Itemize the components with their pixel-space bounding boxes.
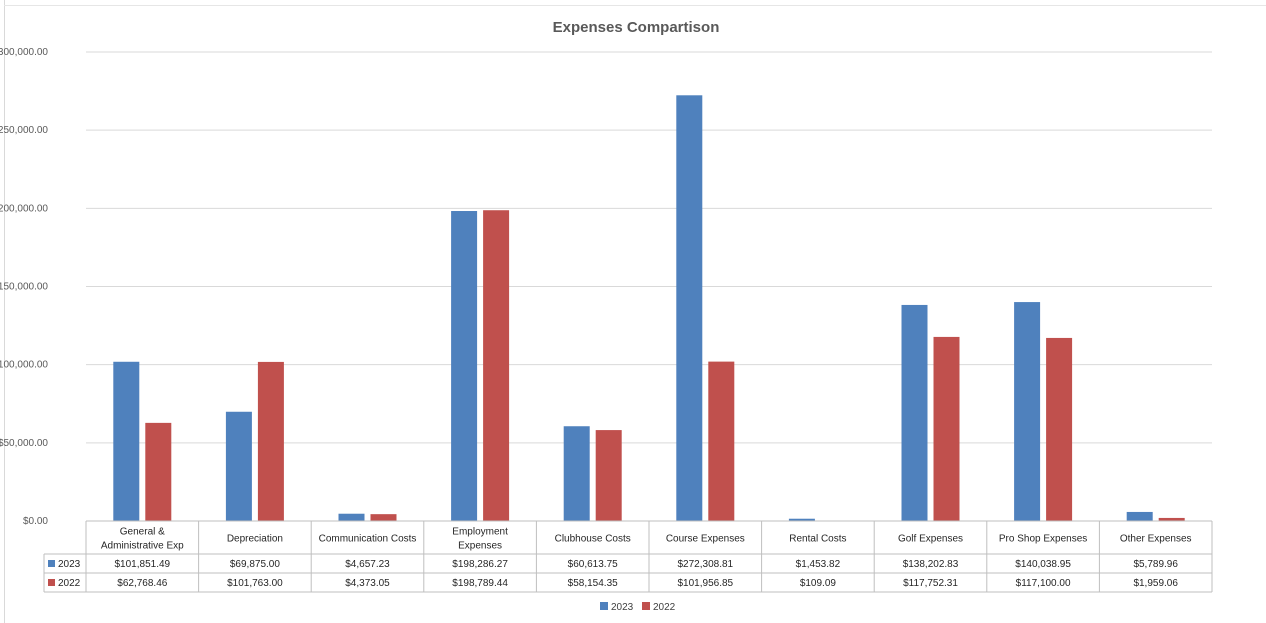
y-tick-label: $50,000.00 — [0, 438, 48, 449]
bar-2022 — [933, 336, 960, 521]
data-label: $69,875.00 — [230, 559, 280, 570]
category-label: Expenses — [458, 541, 502, 552]
data-label: $4,373.05 — [345, 578, 390, 589]
bar-2022 — [1046, 337, 1073, 521]
chart-left-border — [4, 0, 5, 623]
data-label: $101,851.49 — [114, 559, 170, 570]
bar-2023 — [338, 513, 365, 521]
y-tick-label: $250,000.00 — [0, 125, 48, 136]
data-label: $4,657.23 — [345, 559, 390, 570]
table-series-label: 2022 — [58, 578, 81, 589]
data-label: $109.09 — [800, 578, 837, 589]
legend-label: 2023 — [611, 602, 634, 613]
y-tick-label: $100,000.00 — [0, 360, 48, 371]
bar-2023 — [1014, 302, 1041, 521]
y-tick-label: $200,000.00 — [0, 203, 48, 214]
category-label: Rental Costs — [789, 534, 846, 545]
legend-key-2022 — [642, 602, 650, 610]
category-label: Administrative Exp — [101, 541, 184, 552]
bar-2023 — [113, 361, 140, 521]
bar-2022 — [145, 422, 172, 521]
y-tick-label: $300,000.00 — [0, 47, 48, 58]
category-label: Course Expenses — [666, 534, 745, 545]
table-legend-key-2023 — [48, 560, 55, 567]
data-label: $117,752.31 — [903, 578, 958, 589]
data-label: $272,308.81 — [677, 559, 733, 570]
data-label: $1,959.06 — [1133, 578, 1178, 589]
chart-title: Expenses Compartison — [553, 19, 720, 36]
data-label: $62,768.46 — [117, 578, 167, 589]
data-label: $60,613.75 — [568, 559, 618, 570]
data-label: $1,453.82 — [796, 559, 841, 570]
data-label: $140,038.95 — [1015, 559, 1071, 570]
bar-2023 — [901, 304, 928, 521]
category-label: Communication Costs — [319, 534, 417, 545]
category-label: Clubhouse Costs — [555, 534, 631, 545]
chart-top-border — [4, 5, 1266, 6]
bar-2022 — [1158, 517, 1185, 521]
data-label: $58,154.35 — [568, 578, 618, 589]
bar-2022 — [595, 430, 622, 521]
legend-label: 2022 — [653, 602, 676, 613]
y-tick-label: $150,000.00 — [0, 282, 48, 293]
category-label: Golf Expenses — [898, 534, 963, 545]
bar-2022 — [257, 361, 284, 521]
bar-2022 — [483, 210, 510, 522]
bar-2023 — [451, 211, 478, 522]
table-legend-key-2022 — [48, 579, 55, 586]
data-label: $198,286.27 — [452, 559, 508, 570]
category-label: Employment — [452, 527, 508, 538]
bar-2023 — [1126, 511, 1153, 521]
category-label: Pro Shop Expenses — [999, 534, 1087, 545]
category-label: Depreciation — [227, 534, 283, 545]
bar-2023 — [563, 426, 590, 521]
data-label: $101,763.00 — [227, 578, 283, 589]
data-label: $117,100.00 — [1016, 578, 1071, 589]
table-series-label: 2023 — [58, 559, 81, 570]
bar-2023 — [788, 518, 815, 521]
category-label: General & — [120, 527, 165, 538]
category-label: Other Expenses — [1120, 534, 1192, 545]
bar-2023 — [225, 411, 252, 521]
legend-key-2023 — [600, 602, 608, 610]
data-label: $5,789.96 — [1133, 559, 1178, 570]
bar-2022 — [708, 361, 735, 521]
bar-2022 — [370, 514, 397, 521]
data-label: $198,789.44 — [452, 578, 508, 589]
data-label: $138,202.83 — [903, 559, 959, 570]
data-label: $101,956.85 — [677, 578, 733, 589]
bar-2023 — [676, 95, 703, 521]
y-tick-label: $0.00 — [23, 516, 48, 527]
